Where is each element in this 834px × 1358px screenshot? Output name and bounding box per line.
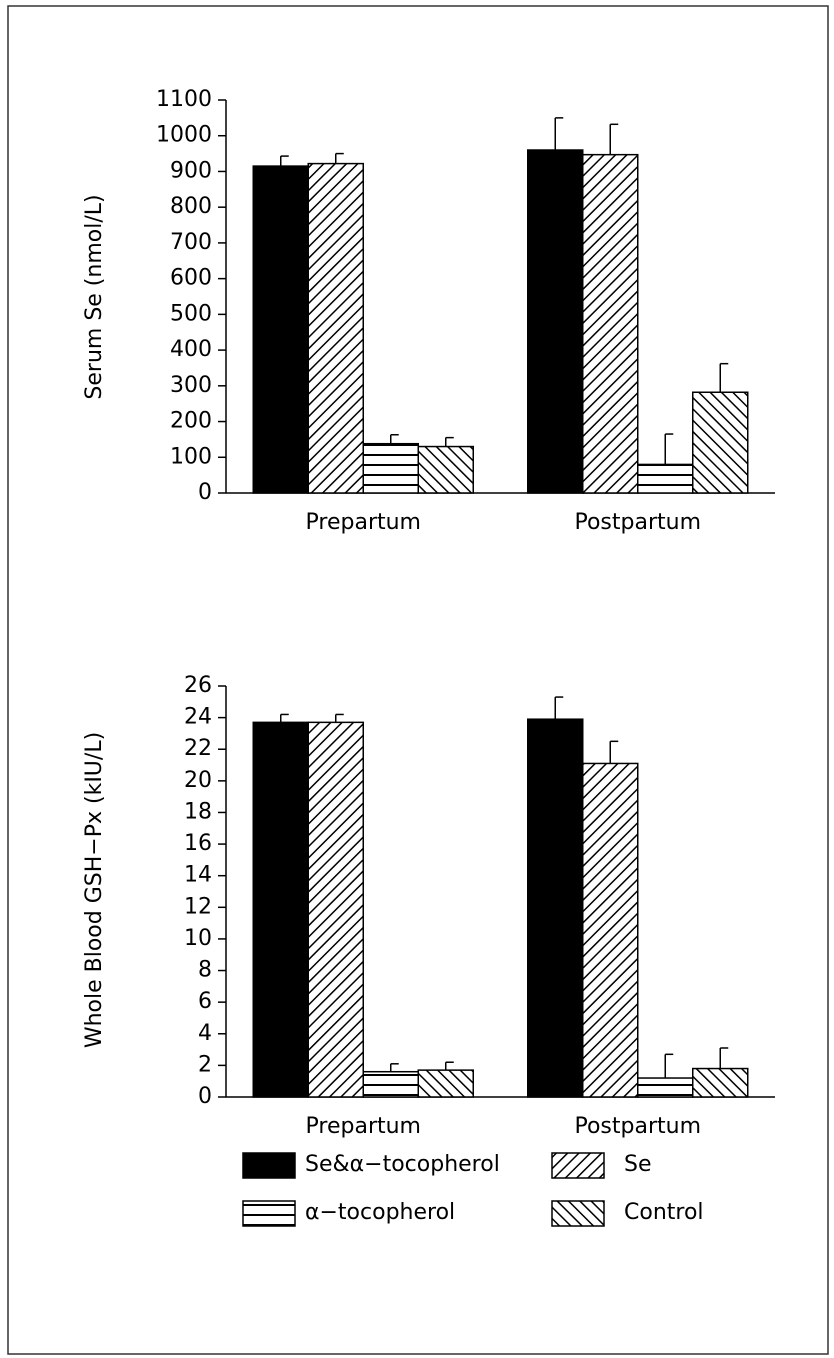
y-tick-label: 24 bbox=[184, 705, 212, 730]
y-tick-label: 800 bbox=[170, 194, 212, 219]
bar bbox=[692, 391, 749, 494]
y-tick-label: 400 bbox=[170, 337, 212, 362]
y-tick-label: 6 bbox=[198, 989, 212, 1014]
legend-label: Se bbox=[624, 1152, 652, 1177]
y-tick-label: 4 bbox=[198, 1021, 212, 1046]
y-tick-label: 20 bbox=[184, 768, 212, 793]
y-tick-label: 14 bbox=[184, 863, 212, 888]
y-tick-label: 100 bbox=[170, 444, 212, 469]
y-tick-label: 0 bbox=[198, 1084, 212, 1109]
y-axis-label: Whole Blood GSH−Px (kIU/L) bbox=[82, 732, 107, 1048]
bar bbox=[362, 1070, 419, 1098]
y-axis-label: Serum Se (nmol/L) bbox=[82, 194, 107, 399]
bar bbox=[692, 1067, 749, 1098]
bar bbox=[527, 149, 584, 494]
x-tick-label: Postpartum bbox=[574, 510, 701, 535]
frame bbox=[7, 5, 829, 1355]
y-tick-label: 2 bbox=[198, 1052, 212, 1077]
bar bbox=[582, 153, 639, 494]
y-tick-label: 0 bbox=[198, 480, 212, 505]
legend-swatch bbox=[242, 1200, 296, 1227]
y-tick-label: 600 bbox=[170, 266, 212, 291]
legend-swatch bbox=[242, 1152, 296, 1179]
x-tick-label: Prepartum bbox=[306, 1114, 421, 1139]
bar bbox=[252, 165, 309, 494]
bar bbox=[527, 718, 584, 1098]
y-tick-label: 700 bbox=[170, 230, 212, 255]
x-tick-label: Prepartum bbox=[306, 510, 421, 535]
bar bbox=[417, 445, 474, 494]
bar bbox=[307, 162, 364, 494]
legend-label: Control bbox=[624, 1200, 704, 1225]
y-tick-label: 18 bbox=[184, 799, 212, 824]
y-tick-label: 26 bbox=[184, 673, 212, 698]
y-tick-label: 8 bbox=[198, 958, 212, 983]
y-tick-label: 12 bbox=[184, 894, 212, 919]
y-tick-label: 16 bbox=[184, 831, 212, 856]
y-tick-label: 10 bbox=[184, 926, 212, 951]
bar bbox=[582, 762, 639, 1098]
bar bbox=[637, 463, 694, 494]
bar bbox=[637, 1077, 694, 1098]
y-tick-label: 500 bbox=[170, 301, 212, 326]
legend-label: α−tocopherol bbox=[305, 1200, 455, 1225]
y-tick-label: 900 bbox=[170, 158, 212, 183]
bar bbox=[417, 1069, 474, 1098]
y-tick-label: 1100 bbox=[156, 87, 212, 112]
y-tick-label: 300 bbox=[170, 373, 212, 398]
x-tick-label: Postpartum bbox=[574, 1114, 701, 1139]
y-tick-label: 200 bbox=[170, 409, 212, 434]
bar bbox=[252, 721, 309, 1098]
y-tick-label: 22 bbox=[184, 736, 212, 761]
legend-swatch bbox=[551, 1152, 605, 1179]
legend-label: Se&α−tocopherol bbox=[305, 1152, 500, 1177]
bar bbox=[362, 442, 419, 494]
bar bbox=[307, 721, 364, 1098]
legend-swatch bbox=[551, 1200, 605, 1227]
y-tick-label: 1000 bbox=[156, 123, 212, 148]
